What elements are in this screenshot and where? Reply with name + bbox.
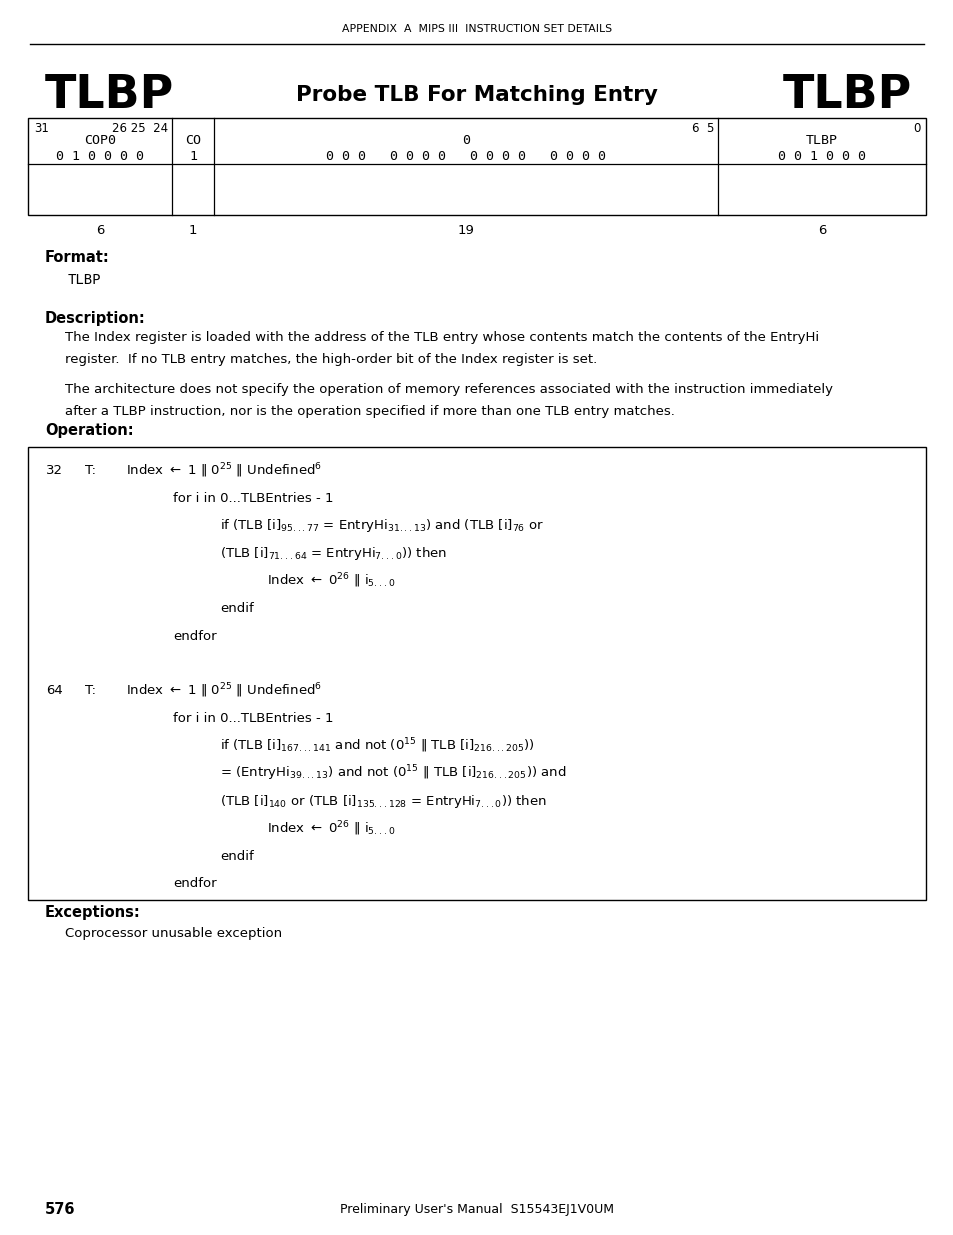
Text: endfor: endfor	[172, 630, 216, 642]
Bar	[28, 119, 925, 215]
Text: after a TLBP instruction, nor is the operation specified if more than one TLB en: after a TLBP instruction, nor is the ope…	[65, 405, 674, 417]
Text: 1: 1	[189, 224, 197, 236]
Text: 19: 19	[457, 224, 474, 236]
Text: T:: T:	[85, 684, 96, 698]
Text: Index $\leftarrow$ 1 $\|$ 0$^{25}$ $\|$ Undefined$^6$: Index $\leftarrow$ 1 $\|$ 0$^{25}$ $\|$ …	[126, 682, 321, 700]
Text: 0 1 0 0 0 0: 0 1 0 0 0 0	[56, 151, 144, 163]
Text: endif: endif	[220, 601, 253, 615]
Text: COP0: COP0	[84, 133, 116, 147]
Text: Index $\leftarrow$ 0$^{26}$ $\|$ i$_{5...0}$: Index $\leftarrow$ 0$^{26}$ $\|$ i$_{5..…	[267, 819, 395, 837]
Text: Index $\leftarrow$ 1 $\|$ 0$^{25}$ $\|$ Undefined$^6$: Index $\leftarrow$ 1 $\|$ 0$^{25}$ $\|$ …	[126, 462, 321, 480]
Text: Format:: Format:	[45, 251, 110, 266]
Text: Preliminary User's Manual  S15543EJ1V0UM: Preliminary User's Manual S15543EJ1V0UM	[339, 1203, 614, 1216]
Text: 576: 576	[45, 1203, 75, 1218]
Text: 32: 32	[46, 464, 63, 478]
Text: Probe TLB For Matching Entry: Probe TLB For Matching Entry	[295, 85, 658, 105]
Text: TLBP: TLBP	[805, 133, 837, 147]
Text: if (TLB [i]$_{95...77}$ = EntryHi$_{31...13}$) and (TLB [i]$_{76}$ or: if (TLB [i]$_{95...77}$ = EntryHi$_{31..…	[220, 517, 543, 535]
Text: for i in 0...TLBEntries - 1: for i in 0...TLBEntries - 1	[172, 713, 334, 725]
Text: The architecture does not specify the operation of memory references associated : The architecture does not specify the op…	[65, 384, 832, 396]
Text: = (EntryHi$_{39...13}$) and not (0$^{15}$ $\|$ TLB [i]$_{216...205}$)) and: = (EntryHi$_{39...13}$) and not (0$^{15}…	[220, 763, 566, 783]
Text: APPENDIX  A  MIPS III  INSTRUCTION SET DETAILS: APPENDIX A MIPS III INSTRUCTION SET DETA…	[341, 23, 612, 35]
Text: CO: CO	[185, 133, 201, 147]
Text: T:: T:	[85, 464, 96, 478]
Text: 6  5: 6 5	[691, 121, 713, 135]
Text: 0: 0	[461, 133, 470, 147]
Text: endfor: endfor	[172, 877, 216, 890]
Text: 6: 6	[817, 224, 825, 236]
Text: TLBP: TLBP	[45, 73, 174, 117]
Text: Description:: Description:	[45, 310, 146, 326]
Text: 31: 31	[34, 121, 49, 135]
Text: 6: 6	[95, 224, 104, 236]
Text: if (TLB [i]$_{167...141}$ and not (0$^{15}$ $\|$ TLB [i]$_{216...205}$)): if (TLB [i]$_{167...141}$ and not (0$^{1…	[220, 737, 535, 756]
Text: for i in 0...TLBEntries - 1: for i in 0...TLBEntries - 1	[172, 492, 334, 505]
Text: Operation:: Operation:	[45, 422, 133, 437]
Text: (TLB [i]$_{140}$ or (TLB [i]$_{135...128}$ = EntryHi$_{7...0}$)) then: (TLB [i]$_{140}$ or (TLB [i]$_{135...128…	[220, 793, 546, 809]
Text: The Index register is loaded with the address of the TLB entry whose contents ma: The Index register is loaded with the ad…	[65, 331, 819, 345]
Text: endif: endif	[220, 850, 253, 862]
Text: Index $\leftarrow$ 0$^{26}$ $\|$ i$_{5...0}$: Index $\leftarrow$ 0$^{26}$ $\|$ i$_{5..…	[267, 572, 395, 590]
Text: Exceptions:: Exceptions:	[45, 904, 141, 920]
Text: 1: 1	[189, 151, 196, 163]
Text: 26 25  24: 26 25 24	[112, 121, 168, 135]
Text: register.  If no TLB entry matches, the high-order bit of the Index register is : register. If no TLB entry matches, the h…	[65, 352, 597, 366]
Bar	[28, 447, 925, 900]
Text: 64: 64	[46, 684, 63, 698]
Text: (TLB [i]$_{71...64}$ = EntryHi$_{7...0}$)) then: (TLB [i]$_{71...64}$ = EntryHi$_{7...0}$…	[220, 545, 446, 562]
Text: Coprocessor unusable exception: Coprocessor unusable exception	[65, 927, 282, 941]
Text: TLBP: TLBP	[781, 73, 911, 117]
Text: 0 0 1 0 0 0: 0 0 1 0 0 0	[778, 151, 865, 163]
Text: TLBP: TLBP	[68, 273, 101, 287]
Text: 0 0 0   0 0 0 0   0 0 0 0   0 0 0 0: 0 0 0 0 0 0 0 0 0 0 0 0 0 0 0	[326, 151, 605, 163]
Text: 0: 0	[913, 121, 920, 135]
